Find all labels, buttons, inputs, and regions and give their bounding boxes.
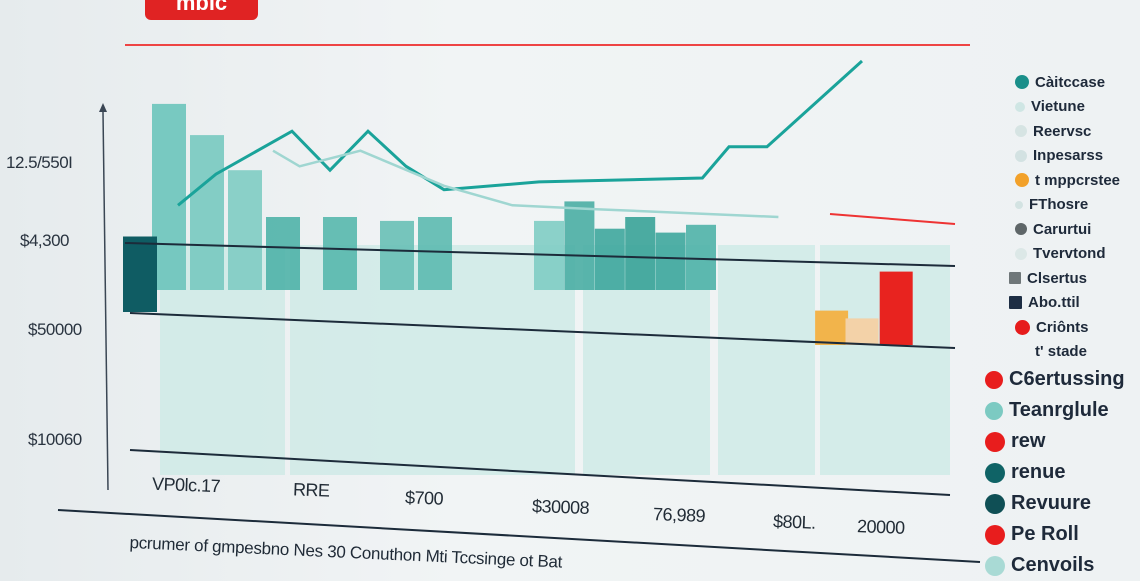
legend-dot-icon xyxy=(985,370,1003,389)
legend-label: Reervsc xyxy=(1033,122,1092,140)
x-tick-label: $80L. xyxy=(772,511,816,533)
legend-item: C6ertussing xyxy=(985,364,1140,395)
title-badge: mbic xyxy=(145,0,258,20)
red-marker-line xyxy=(829,213,956,225)
legend-item: Vietune xyxy=(985,95,1140,120)
legend-label: Pe Roll xyxy=(1011,523,1079,545)
legend-item: FThosre xyxy=(985,193,1140,218)
y-tick-label: $4,300 xyxy=(20,231,70,250)
legend-item: renue xyxy=(985,457,1140,488)
legend-item: Revuure xyxy=(985,488,1140,519)
legend-label: Carurtui xyxy=(1033,220,1092,238)
legend-item: t' stade xyxy=(985,340,1140,365)
legend-square-icon xyxy=(1009,296,1022,310)
legend-label: FThosre xyxy=(1029,196,1089,214)
bar xyxy=(190,135,224,290)
highlight-bar xyxy=(879,271,913,345)
legend-item: Clsertus xyxy=(985,266,1140,291)
highlight-bar xyxy=(123,236,157,312)
legend-item: Criônts xyxy=(985,315,1140,340)
legend-dot-icon xyxy=(985,555,1005,576)
legend: Càitccase Vietune Reervsc Inpesarss t mppcrs… xyxy=(985,70,1140,581)
bar xyxy=(625,217,656,290)
legend-label: Criônts xyxy=(1036,318,1089,336)
legend-label: Teanrglule xyxy=(1009,399,1109,421)
bar xyxy=(380,220,414,290)
legend-item: Abo.ttil xyxy=(985,291,1140,316)
legend-item: Carurtui xyxy=(985,217,1140,242)
legend-dot-icon xyxy=(1015,75,1029,90)
bar xyxy=(266,217,300,290)
bar xyxy=(594,228,625,290)
legend-item: t mppcrstee xyxy=(985,168,1140,193)
highlight-bar xyxy=(815,310,849,345)
legend-item: rew xyxy=(985,426,1140,457)
legend-label: C6ertussing xyxy=(1009,368,1125,390)
legend-item: Tvervtond xyxy=(985,242,1140,267)
legend-dot-icon xyxy=(985,401,1003,420)
legend-dot-icon xyxy=(985,524,1005,545)
legend-dot-icon xyxy=(1015,173,1029,188)
legend-label: rew xyxy=(1011,430,1046,452)
x-tick-label: VP0lc.17 xyxy=(151,473,221,497)
legend-dot-icon xyxy=(985,462,1005,483)
legend-dot-icon xyxy=(1015,125,1027,138)
x-tick-label: RRE xyxy=(292,479,330,501)
legend-label: renue xyxy=(1011,461,1066,483)
background-panel xyxy=(718,245,815,475)
x-tick-label: $30008 xyxy=(531,496,590,518)
legend-dot-icon xyxy=(1015,319,1030,335)
legend-dot-icon xyxy=(1015,247,1027,260)
legend-item: Reervsc xyxy=(985,119,1140,144)
legend-label: t mppcrstee xyxy=(1035,171,1121,189)
band-line-top xyxy=(124,242,956,267)
legend-label: Vietune xyxy=(1031,98,1085,116)
y-axis-arrow-icon xyxy=(99,103,107,112)
legend-dot-icon xyxy=(985,493,1005,514)
legend-item: Teanrglule xyxy=(985,395,1140,426)
band-line-bottom xyxy=(129,449,951,496)
legend-dot-icon xyxy=(1015,101,1025,112)
x-tick-label: 76,989 xyxy=(652,504,706,526)
series-line xyxy=(177,59,864,207)
legend-dot-icon xyxy=(1015,345,1029,359)
series-line xyxy=(272,149,779,219)
band-line-mid xyxy=(129,312,956,349)
legend-label: Tvervtond xyxy=(1033,245,1106,263)
y-tick-label: 12.5/550I xyxy=(6,153,73,172)
legend-label: Inpesarss xyxy=(1033,147,1104,165)
legend-dot-icon xyxy=(985,431,1005,452)
bar xyxy=(152,103,186,291)
y-tick-label: $50000 xyxy=(28,320,82,339)
legend-item: Pe Roll xyxy=(985,519,1140,550)
x-tick-label: $700 xyxy=(404,487,444,509)
legend-label: Càitccase xyxy=(1035,73,1106,91)
legend-dot-icon xyxy=(1015,149,1027,162)
x-tick-label: 20000 xyxy=(856,516,905,538)
y-tick-label: $10060 xyxy=(28,430,82,449)
bar xyxy=(564,201,595,290)
bar xyxy=(418,217,452,290)
bar xyxy=(686,224,716,290)
bar xyxy=(655,232,686,290)
legend-label: Clsertus xyxy=(1027,269,1088,287)
bar xyxy=(228,170,262,290)
legend-item: Càitccase xyxy=(985,70,1140,95)
bar xyxy=(323,217,357,290)
x-axis xyxy=(57,509,981,563)
legend-label: t' stade xyxy=(1035,343,1087,361)
legend-label: Abo.ttil xyxy=(1028,294,1080,312)
legend-dot-icon xyxy=(1015,200,1023,209)
legend-item: Inpesarss xyxy=(985,144,1140,169)
legend-label: Revuure xyxy=(1011,492,1092,514)
highlight-bar xyxy=(845,318,879,345)
legend-dot-icon xyxy=(1015,223,1027,236)
legend-square-icon xyxy=(1009,272,1021,285)
legend-label: Cenvoils xyxy=(1011,554,1095,576)
y-axis xyxy=(102,111,109,491)
legend-item: Cenvoils xyxy=(985,550,1140,581)
